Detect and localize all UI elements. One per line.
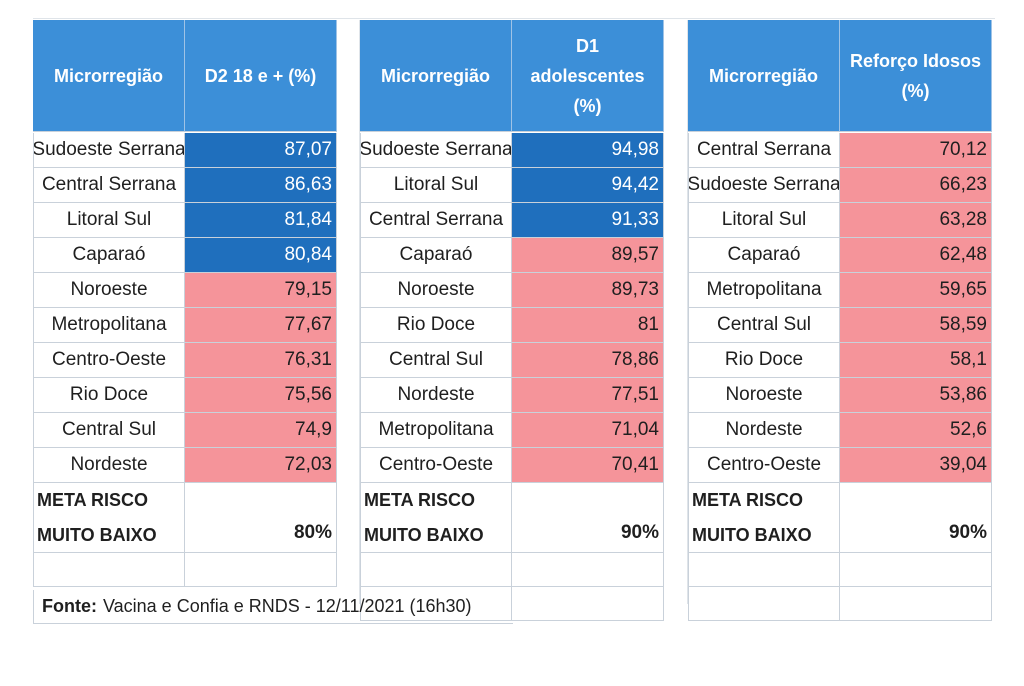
blank-cell xyxy=(512,553,664,587)
goal-value: 80% xyxy=(185,483,337,553)
region-name: Sudoeste Serrana xyxy=(688,168,840,203)
blank-cell xyxy=(688,553,840,587)
region-name: Rio Doce xyxy=(360,308,512,343)
region-name: Centro-Oeste xyxy=(360,448,512,483)
coverage-value: 87,07 xyxy=(185,133,337,168)
coverage-value: 70,12 xyxy=(840,133,992,168)
coverage-value: 77,51 xyxy=(512,378,664,413)
coverage-value: 62,48 xyxy=(840,238,992,273)
goal-value: 90% xyxy=(840,483,992,553)
goal-label-line1: META RISCO xyxy=(692,489,803,510)
goal-label-line2: MUITO BAIXO xyxy=(364,524,484,545)
region-name: Central Sul xyxy=(688,308,840,343)
coverage-value: 74,9 xyxy=(185,413,337,448)
region-name: Noroeste xyxy=(360,273,512,308)
coverage-value: 89,57 xyxy=(512,238,664,273)
header-microrregiao: Microrregião xyxy=(688,20,840,132)
region-name: Caparaó xyxy=(360,238,512,273)
coverage-value: 59,65 xyxy=(840,273,992,308)
coverage-value: 39,04 xyxy=(840,448,992,483)
coverage-value: 86,63 xyxy=(185,168,337,203)
region-name: Litoral Sul xyxy=(688,203,840,238)
region-name: Caparaó xyxy=(33,238,185,273)
coverage-value: 94,98 xyxy=(512,133,664,168)
coverage-value: 70,41 xyxy=(512,448,664,483)
region-name: Nordeste xyxy=(360,378,512,413)
column-gap xyxy=(666,20,688,604)
header-metric: D1 adolescentes (%) xyxy=(512,20,664,132)
coverage-value: 91,33 xyxy=(512,203,664,238)
blank-cell xyxy=(840,587,992,621)
column-gap xyxy=(337,20,360,604)
coverage-value: 76,31 xyxy=(185,343,337,378)
goal-label: META RISCO MUITO BAIXO xyxy=(688,483,840,553)
coverage-value: 94,42 xyxy=(512,168,664,203)
region-name: Sudoeste Serrana xyxy=(33,133,185,168)
coverage-value: 89,73 xyxy=(512,273,664,308)
source-text: Vacina e Confia e RNDS - 12/11/2021 (16h… xyxy=(102,596,472,616)
region-name: Central Serrana xyxy=(360,203,512,238)
header-metric: Reforço Idosos (%) xyxy=(840,20,992,132)
region-name: Metropolitana xyxy=(360,413,512,448)
blank-cell xyxy=(33,553,185,587)
header-microrregiao: Microrregião xyxy=(33,20,185,132)
blank-cell xyxy=(688,587,840,621)
region-name: Litoral Sul xyxy=(33,203,185,238)
goal-label-line2: MUITO BAIXO xyxy=(37,524,157,545)
region-name: Litoral Sul xyxy=(360,168,512,203)
goal-label-line1: META RISCO xyxy=(364,489,475,510)
header-metric: D2 18 e + (%) xyxy=(185,20,337,132)
coverage-value: 75,56 xyxy=(185,378,337,413)
coverage-value: 66,23 xyxy=(840,168,992,203)
coverage-value: 52,6 xyxy=(840,413,992,448)
source-note: Fonte: Vacina e Confia e RNDS - 12/11/20… xyxy=(33,590,513,624)
coverage-value: 53,86 xyxy=(840,378,992,413)
coverage-value: 79,15 xyxy=(185,273,337,308)
region-name: Metropolitana xyxy=(33,308,185,343)
top-border xyxy=(33,18,995,19)
goal-label: META RISCO MUITO BAIXO xyxy=(33,483,185,553)
coverage-value: 81 xyxy=(512,308,664,343)
coverage-value: 80,84 xyxy=(185,238,337,273)
region-name: Central Serrana xyxy=(688,133,840,168)
region-name: Sudoeste Serrana xyxy=(360,133,512,168)
source-label: Fonte: xyxy=(42,596,97,616)
goal-label-line1: META RISCO xyxy=(37,489,148,510)
coverage-value: 71,04 xyxy=(512,413,664,448)
coverage-value: 58,1 xyxy=(840,343,992,378)
blank-cell xyxy=(360,587,512,621)
blank-cell xyxy=(360,553,512,587)
region-name: Rio Doce xyxy=(688,343,840,378)
region-name: Rio Doce xyxy=(33,378,185,413)
header-microrregiao: Microrregião xyxy=(360,20,512,132)
region-name: Central Sul xyxy=(33,413,185,448)
coverage-value: 58,59 xyxy=(840,308,992,343)
blank-cell xyxy=(840,553,992,587)
coverage-value: 77,67 xyxy=(185,308,337,343)
region-name: Nordeste xyxy=(688,413,840,448)
blank-cell xyxy=(512,587,664,621)
region-name: Nordeste xyxy=(33,448,185,483)
blank-cell xyxy=(185,553,337,587)
region-name: Noroeste xyxy=(33,273,185,308)
coverage-value: 78,86 xyxy=(512,343,664,378)
coverage-value: 81,84 xyxy=(185,203,337,238)
region-name: Metropolitana xyxy=(688,273,840,308)
region-name: Noroeste xyxy=(688,378,840,413)
region-name: Centro-Oeste xyxy=(688,448,840,483)
goal-label: META RISCO MUITO BAIXO xyxy=(360,483,512,553)
coverage-value: 63,28 xyxy=(840,203,992,238)
goal-value: 90% xyxy=(512,483,664,553)
coverage-value: 72,03 xyxy=(185,448,337,483)
region-name: Central Serrana xyxy=(33,168,185,203)
region-name: Central Sul xyxy=(360,343,512,378)
region-name: Centro-Oeste xyxy=(33,343,185,378)
goal-label-line2: MUITO BAIXO xyxy=(692,524,812,545)
region-name: Caparaó xyxy=(688,238,840,273)
